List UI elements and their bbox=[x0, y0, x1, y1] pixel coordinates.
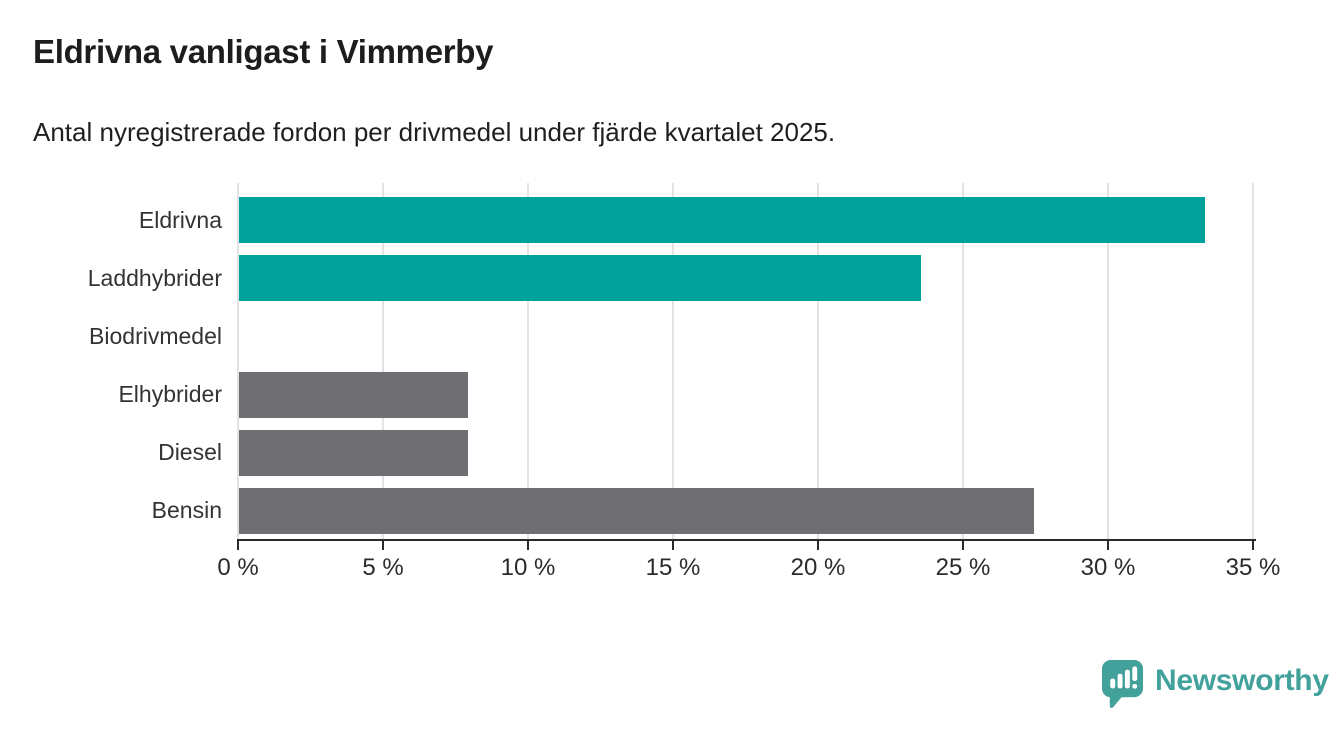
gridline bbox=[237, 183, 239, 540]
gridline bbox=[817, 183, 819, 540]
chart-subtitle: Antal nyregistrerade fordon per drivmede… bbox=[33, 117, 836, 147]
gridline bbox=[962, 183, 964, 540]
x-axis-tick-label: 25 % bbox=[935, 554, 991, 581]
x-axis-tick bbox=[382, 541, 384, 550]
x-axis-line bbox=[237, 539, 1256, 541]
bar-elhybrider bbox=[239, 371, 469, 418]
category-label: Diesel bbox=[158, 439, 222, 466]
bar-diesel bbox=[239, 429, 469, 476]
x-axis-tick-label: 30 % bbox=[1080, 554, 1136, 581]
x-axis-tick bbox=[1252, 541, 1254, 550]
x-axis-tick-label: 15 % bbox=[645, 554, 701, 581]
x-axis-tick bbox=[1107, 541, 1109, 550]
x-axis-tick bbox=[237, 541, 239, 550]
newsworthy-brand-text: Newsworthy bbox=[1155, 664, 1329, 697]
category-label: Laddhybrider bbox=[87, 264, 222, 291]
x-axis-tick-label: 5 % bbox=[362, 554, 404, 581]
x-axis-tick bbox=[962, 541, 964, 550]
x-axis-tick-label: 35 % bbox=[1225, 554, 1281, 581]
gridline bbox=[1107, 183, 1109, 540]
gridline bbox=[527, 183, 529, 540]
gridline bbox=[1252, 183, 1254, 540]
category-label: Biodrivmedel bbox=[89, 322, 222, 349]
category-label: Elhybrider bbox=[118, 381, 222, 407]
x-axis-tick bbox=[527, 541, 529, 550]
bar-eldrivna bbox=[239, 197, 1205, 244]
x-axis-tick-label: 20 % bbox=[790, 554, 846, 581]
plot-area bbox=[237, 183, 1254, 540]
newsworthy-icon bbox=[1101, 660, 1144, 709]
chart-title: Eldrivna vanligast i Vimmerby bbox=[33, 33, 494, 70]
bar-bensin bbox=[239, 487, 1034, 534]
x-axis-tick bbox=[817, 541, 819, 550]
x-axis-tick bbox=[672, 541, 674, 550]
bar-laddhybrider bbox=[239, 255, 921, 302]
x-axis-tick-label: 0 % bbox=[217, 554, 259, 581]
x-axis-tick-label: 10 % bbox=[500, 554, 556, 581]
newsworthy-logo: Newsworthy bbox=[1100, 658, 1329, 709]
gridline bbox=[672, 183, 674, 540]
category-label: Bensin bbox=[151, 497, 222, 524]
category-label: Eldrivna bbox=[138, 206, 222, 233]
gridline bbox=[382, 183, 384, 540]
